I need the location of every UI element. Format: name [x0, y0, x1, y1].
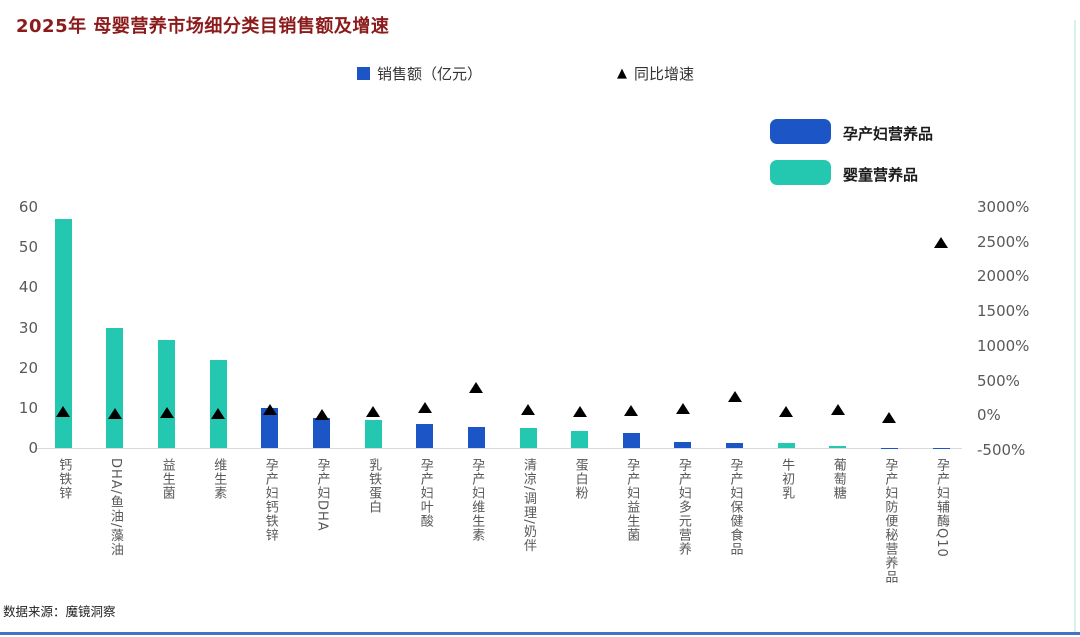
category-label: DHA/鱼油/藻油	[107, 458, 123, 557]
right-border	[1074, 20, 1076, 632]
legend-growth: ▲ 同比增速	[617, 63, 694, 84]
sales-bar	[416, 423, 434, 448]
growth-triangle-icon: ▲	[617, 66, 627, 81]
left-axis-tick-label: 30	[18, 318, 38, 337]
right-axis-tick-label: -500%	[977, 441, 1026, 459]
growth-marker	[417, 402, 432, 414]
left-axis-tick-label: 40	[18, 278, 38, 297]
growth-marker	[262, 404, 277, 416]
series-label-infant: 婴童营养品	[843, 166, 919, 184]
left-axis-tick-label: 0	[28, 439, 38, 457]
right-axis-tick-label: 3000%	[977, 198, 1030, 216]
sales-bar	[519, 427, 537, 448]
growth-marker	[469, 381, 484, 393]
legend-sales-label: 销售额（亿元）	[377, 65, 483, 83]
left-axis-tick-label: 20	[18, 358, 38, 377]
growth-marker	[211, 407, 226, 419]
series-label-maternal: 孕产妇营养品	[843, 125, 934, 143]
category-label: 维生素	[211, 458, 227, 500]
category-label: 孕产妇钙铁锌	[262, 458, 278, 542]
growth-marker	[56, 405, 71, 417]
data-source: 数据来源：魔镜洞察	[3, 604, 116, 619]
category-label: 孕产妇叶酸	[417, 458, 433, 528]
growth-marker	[366, 406, 381, 418]
right-axis-tick-label: 500%	[977, 371, 1020, 390]
category-label: 蛋白粉	[572, 458, 588, 500]
sales-bar	[209, 359, 227, 448]
growth-marker	[830, 404, 845, 416]
category-label: 孕产妇维生素	[469, 458, 485, 542]
left-axis-tick-label: 10	[18, 398, 38, 417]
x-axis-line	[35, 448, 962, 449]
category-label: 孕产妇多元营养	[675, 458, 691, 556]
sales-bar	[54, 219, 72, 448]
category-label: 乳铁蛋白	[366, 458, 382, 514]
sales-bar	[777, 443, 795, 448]
category-label: 孕产妇DHA	[314, 458, 330, 532]
category-label: 钙铁锌	[56, 458, 72, 500]
growth-marker	[107, 407, 122, 419]
right-axis-tick-label: 1500%	[977, 302, 1030, 321]
sales-bar	[726, 442, 743, 448]
category-label: 孕产妇保健食品	[727, 458, 743, 556]
left-axis-tick-label: 50	[18, 238, 38, 257]
sales-swatch-icon	[357, 67, 370, 80]
growth-marker	[882, 412, 897, 424]
growth-marker	[572, 406, 587, 418]
sales-bar	[261, 407, 279, 448]
growth-marker	[934, 237, 948, 249]
category-label: 清凉/调理/奶伴	[521, 458, 536, 553]
sales-bar	[313, 417, 330, 448]
bottom-border	[0, 632, 1080, 635]
sales-bar	[467, 426, 485, 448]
sales-bar	[622, 433, 640, 448]
category-label: 葡萄糖	[830, 458, 846, 500]
growth-marker	[314, 409, 329, 420]
category-label: 牛初乳	[779, 458, 795, 500]
page-title: 2025年 母婴营养市场细分类目销售额及增速	[16, 16, 390, 37]
legend-growth-label: 同比增速	[634, 65, 695, 83]
left-axis-tick-label: 60	[18, 198, 38, 216]
growth-marker	[159, 407, 174, 419]
sales-bar	[674, 441, 692, 448]
sales-bar	[158, 339, 176, 449]
growth-marker	[727, 390, 742, 402]
right-axis-tick-label: 0%	[977, 406, 1001, 425]
legend-sales: 销售额（亿元）	[357, 63, 482, 84]
series-swatch-infant	[770, 160, 831, 185]
sales-bar	[571, 431, 589, 448]
category-label: 益生菌	[159, 458, 175, 500]
right-axis-tick-label: 2000%	[977, 267, 1030, 286]
category-label: 孕产妇防便秘营养品	[882, 458, 898, 584]
growth-marker	[779, 406, 794, 418]
category-label: 孕产妇辅酶Q10	[934, 458, 949, 558]
sales-bar	[106, 327, 124, 448]
growth-marker	[521, 404, 535, 416]
sales-bar	[364, 419, 382, 448]
category-label: 孕产妇益生菌	[624, 458, 640, 542]
sales-bar	[829, 446, 847, 448]
growth-marker	[624, 405, 639, 417]
growth-marker	[675, 403, 690, 415]
series-swatch-maternal	[770, 119, 831, 144]
right-axis-tick-label: 1000%	[977, 336, 1030, 355]
right-axis-tick-label: 2500%	[977, 232, 1030, 251]
